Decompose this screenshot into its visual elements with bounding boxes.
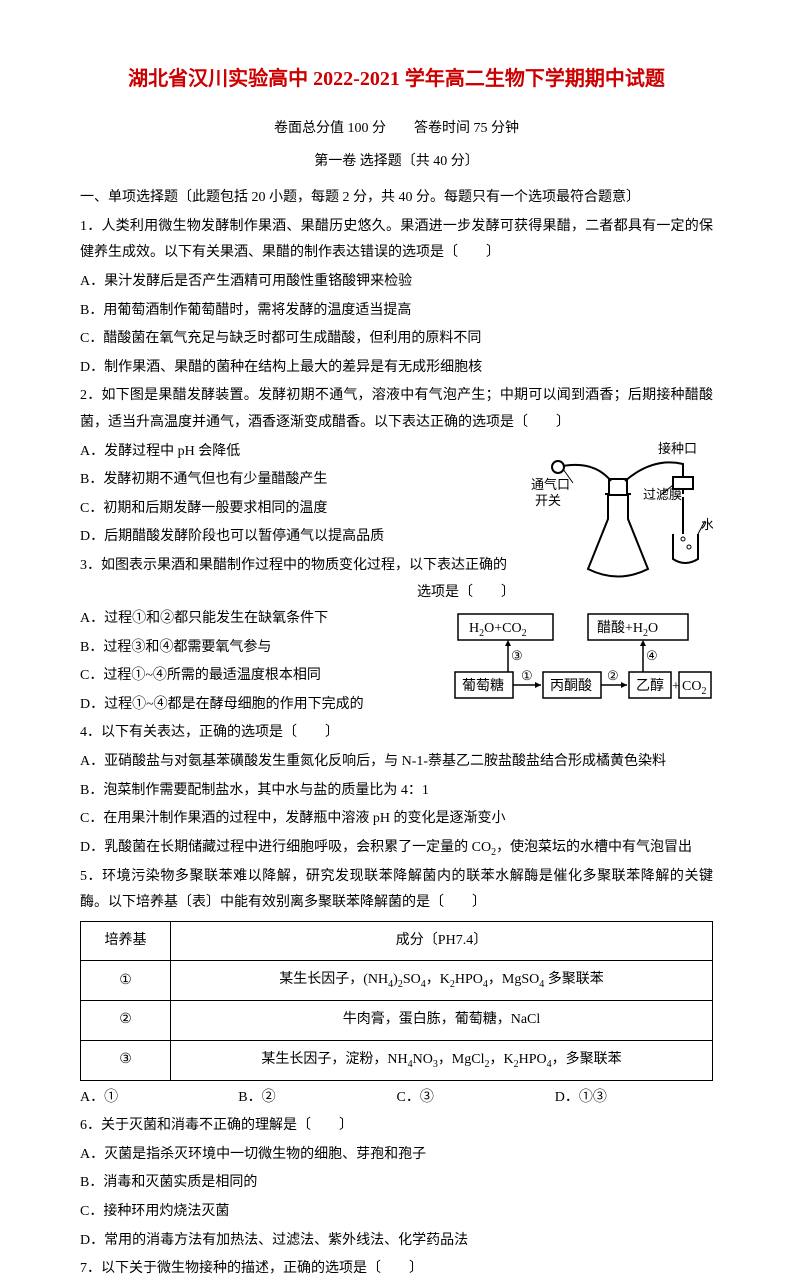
svg-text:+: +	[672, 679, 680, 694]
section-intro: 一、单项选择题〔此题包括 20 小题，每题 2 分，共 40 分。每题只有一个选…	[80, 185, 713, 212]
exam-title: 湖北省汉川实验高中 2022-2021 学年高二生物下学期期中试题	[80, 60, 713, 98]
cell-medium-1: ①	[81, 961, 171, 1001]
q5-opt-b: B．②	[238, 1085, 396, 1112]
cell-comp-1: 某生长因子，(NH4)2SO4，K2HPO4，MgSO4 多聚联苯	[171, 961, 713, 1001]
cell-comp-3: 某生长因子，淀粉，NH4NO3，MgCl2，K2HPO4，多聚联苯	[171, 1040, 713, 1080]
q4-opt-a: A．亚硝酸盐与对氨基苯磺酸发生重氮化反响后，与 N-1-萘基乙二胺盐酸盐结合形成…	[80, 749, 713, 776]
q5-options: A．① B．② C．③ D．①③	[80, 1085, 713, 1112]
q5-table: 培养基 成分〔PH7.4〕 ① 某生长因子，(NH4)2SO4，K2HPO4，M…	[80, 921, 713, 1081]
fig2-label-jiezhongkou: 接种口	[658, 441, 697, 456]
table-row: ① 某生长因子，(NH4)2SO4，K2HPO4，MgSO4 多聚联苯	[81, 961, 713, 1001]
q5-opt-a: A．①	[80, 1085, 238, 1112]
q7-stem: 7．以下关于微生物接种的描述，正确的选项是〔 〕	[80, 1256, 713, 1283]
table-row: ③ 某生长因子，淀粉，NH4NO3，MgCl2，K2HPO4，多聚联苯	[81, 1040, 713, 1080]
total-score: 卷面总分值 100 分	[274, 121, 386, 136]
q3-stem-b: 选项是〔 〕	[417, 580, 515, 607]
q1-opt-b: B．用葡萄酒制作葡萄醋时，需将发酵的温度适当提高	[80, 298, 713, 325]
q2-figure: 通气口 开关 接种口 过滤膜 水	[523, 439, 713, 600]
subtitle-score-time: 卷面总分值 100 分 答卷时间 75 分钟	[80, 116, 713, 143]
q2-stem: 2．如下图是果醋发酵装置。发酵初期不通气，溶液中有气泡产生；中期可以闻到酒香；后…	[80, 383, 713, 436]
q1-opt-d: D．制作果酒、果醋的菌种在结构上最大的差异是有无成形细胞核	[80, 355, 713, 382]
fig2-label-guolvmo: 过滤膜	[643, 487, 682, 502]
q6-stem: 6．关于灭菌和消毒不正确的理解是〔 〕	[80, 1113, 713, 1140]
svg-text:③: ③	[511, 648, 523, 663]
svg-text:乙醇: 乙醇	[636, 677, 664, 694]
section-1-title: 第一卷 选择题〔共 40 分〕	[80, 149, 713, 176]
fig2-label-tongqikou: 通气口	[531, 477, 570, 492]
th-components: 成分〔PH7.4〕	[171, 921, 713, 961]
svg-text:④: ④	[646, 648, 658, 663]
q4-opt-d: D．乳酸菌在长期储藏过程中进行细胞呼吸，会积累了一定量的 CO2，使泡菜坛的水槽…	[80, 835, 713, 862]
q5-stem: 5．环境污染物多聚联苯难以降解，研究发现联苯降解菌内的联苯水解酶是催化多聚联苯降…	[80, 864, 713, 917]
q6-opt-b: B．消毒和灭菌实质是相同的	[80, 1170, 713, 1197]
th-medium: 培养基	[81, 921, 171, 961]
cell-medium-2: ②	[81, 1001, 171, 1041]
q1-stem: 1．人类利用微生物发酵制作果酒、果醋历史悠久。果酒进一步发酵可获得果醋，二者都具…	[80, 214, 713, 267]
q1-opt-a: A．果汁发酵后是否产生酒精可用酸性重铬酸钾来检验	[80, 269, 713, 296]
q5-opt-c: C．③	[397, 1085, 555, 1112]
q5-opt-d: D．①③	[555, 1085, 713, 1112]
q3-stem-a: 3．如图表示果酒和果醋制作过程中的物质变化过程，以下表达正确的	[80, 558, 507, 573]
svg-text:丙酮酸: 丙酮酸	[550, 678, 592, 694]
q4-opt-b: B．泡菜制作需要配制盐水，其中水与盐的质量比为 4：1	[80, 778, 713, 805]
table-row: ② 牛肉膏，蛋白胨，葡萄糖，NaCl	[81, 1001, 713, 1041]
q4-opt-c: C．在用果汁制作果酒的过程中，发酵瓶中溶液 pH 的变化是逐渐变小	[80, 806, 713, 833]
svg-text:①: ①	[521, 668, 533, 683]
q6-opt-a: A．灭菌是指杀灭环境中一切微生物的细胞、芽孢和孢子	[80, 1142, 713, 1169]
q6-opt-d: D．常用的消毒方法有加热法、过滤法、紫外线法、化学药品法	[80, 1228, 713, 1255]
svg-text:葡萄糖: 葡萄糖	[462, 678, 504, 694]
cell-medium-3: ③	[81, 1040, 171, 1080]
fig2-label-kaiguan: 开关	[535, 493, 561, 508]
q6-opt-c: C．接种环用灼烧法灭菌	[80, 1199, 713, 1226]
q1-opt-c: C．醋酸菌在氧气充足与缺乏时都可生成醋酸，但利用的原料不同	[80, 326, 713, 353]
q3-figure: H2O+CO2 醋酸+H2O 葡萄糖 丙酮酸 乙醇 CO2 ① ② + ③	[453, 610, 713, 705]
svg-text:②: ②	[607, 668, 619, 683]
time-limit: 答卷时间 75 分钟	[414, 121, 519, 136]
q4-stem: 4．以下有关表达，正确的选项是〔 〕	[80, 720, 713, 747]
cell-comp-2: 牛肉膏，蛋白胨，葡萄糖，NaCl	[171, 1001, 713, 1041]
